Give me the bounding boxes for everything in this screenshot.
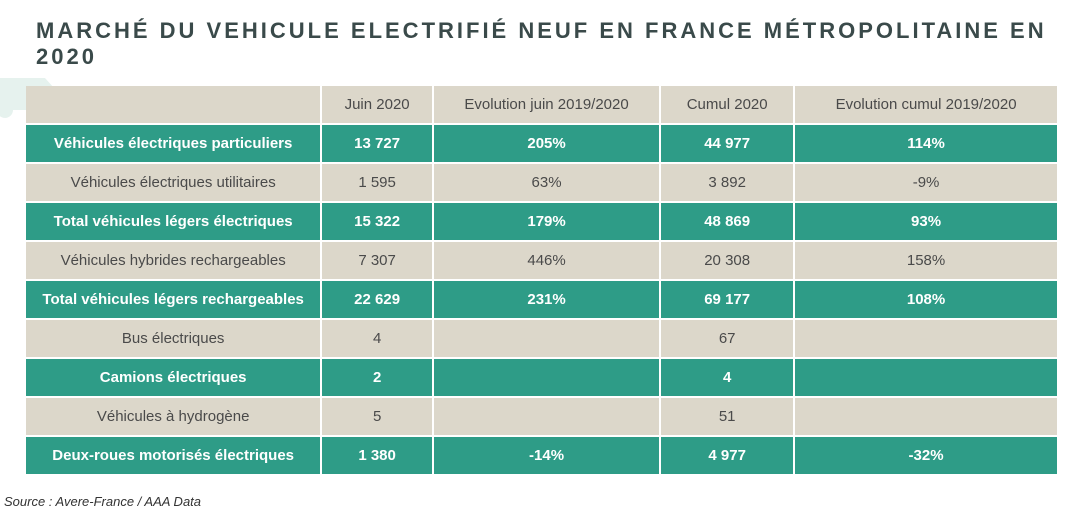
cell-value: -14%: [434, 437, 659, 474]
cell-value: 4: [661, 359, 793, 396]
cell-value: 114%: [795, 125, 1057, 162]
cell-value: 13 727: [322, 125, 432, 162]
cell-value: 20 308: [661, 242, 793, 279]
cell-value: [795, 398, 1057, 435]
row-label: Véhicules hybrides rechargeables: [26, 242, 320, 279]
cell-value: 108%: [795, 281, 1057, 318]
cell-value: [434, 320, 659, 357]
cell-value: [795, 359, 1057, 396]
cell-value: 205%: [434, 125, 659, 162]
cell-value: 4 977: [661, 437, 793, 474]
table-row: Véhicules à hydrogène5 51: [26, 398, 1057, 435]
cell-value: 7 307: [322, 242, 432, 279]
page-title: MARCHÉ DU VEHICULE ELECTRIFIÉ NEUF EN FR…: [36, 18, 1066, 70]
row-label: Bus électriques: [26, 320, 320, 357]
cell-value: 2: [322, 359, 432, 396]
table-row: Camions électriques2 4: [26, 359, 1057, 396]
row-label: Camions électriques: [26, 359, 320, 396]
cell-value: 231%: [434, 281, 659, 318]
table-row: Total véhicules légers électriques15 322…: [26, 203, 1057, 240]
cell-value: 179%: [434, 203, 659, 240]
cell-value: 15 322: [322, 203, 432, 240]
row-label: Véhicules électriques particuliers: [26, 125, 320, 162]
cell-value: 1 595: [322, 164, 432, 201]
table-header-row: Juin 2020 Evolution juin 2019/2020 Cumul…: [26, 86, 1057, 123]
header-blank: [26, 86, 320, 123]
header-col-1: Juin 2020: [322, 86, 432, 123]
cell-value: [434, 359, 659, 396]
table-row: Total véhicules légers rechargeables22 6…: [26, 281, 1057, 318]
table-row: Deux-roues motorisés électriques1 380-14…: [26, 437, 1057, 474]
cell-value: 5: [322, 398, 432, 435]
cell-value: 69 177: [661, 281, 793, 318]
cell-value: 4: [322, 320, 432, 357]
row-label: Véhicules à hydrogène: [26, 398, 320, 435]
cell-value: -9%: [795, 164, 1057, 201]
cell-value: 446%: [434, 242, 659, 279]
cell-value: 67: [661, 320, 793, 357]
source-credit: Source : Avere-France / AAA Data: [4, 494, 201, 509]
header-col-2: Evolution juin 2019/2020: [434, 86, 659, 123]
cell-value: 51: [661, 398, 793, 435]
cell-value: 22 629: [322, 281, 432, 318]
cell-value: 93%: [795, 203, 1057, 240]
header-col-3: Cumul 2020: [661, 86, 793, 123]
header-col-4: Evolution cumul 2019/2020: [795, 86, 1057, 123]
cell-value: 158%: [795, 242, 1057, 279]
cell-value: 3 892: [661, 164, 793, 201]
cell-value: 48 869: [661, 203, 793, 240]
row-label: Total véhicules légers rechargeables: [26, 281, 320, 318]
table-row: Véhicules électriques utilitaires1 59563…: [26, 164, 1057, 201]
table-row: Véhicules hybrides rechargeables7 307446…: [26, 242, 1057, 279]
table-row: Bus électriques4 67: [26, 320, 1057, 357]
cell-value: [434, 398, 659, 435]
cell-value: -32%: [795, 437, 1057, 474]
table-row: Véhicules électriques particuliers13 727…: [26, 125, 1057, 162]
row-label: Deux-roues motorisés électriques: [26, 437, 320, 474]
row-label: Véhicules électriques utilitaires: [26, 164, 320, 201]
ev-market-table: Juin 2020 Evolution juin 2019/2020 Cumul…: [24, 84, 1059, 476]
cell-value: 1 380: [322, 437, 432, 474]
row-label: Total véhicules légers électriques: [26, 203, 320, 240]
cell-value: 44 977: [661, 125, 793, 162]
cell-value: [795, 320, 1057, 357]
cell-value: 63%: [434, 164, 659, 201]
